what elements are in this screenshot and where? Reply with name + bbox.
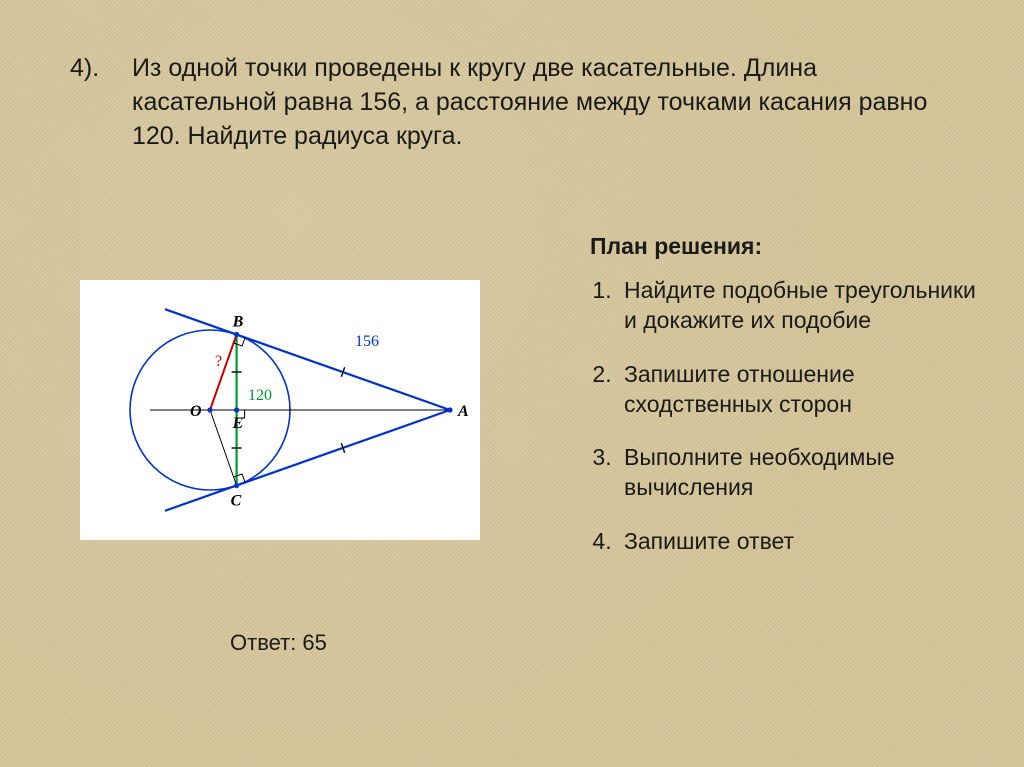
answer-text: Ответ: 65 [230,630,327,656]
point-label-C: C [231,493,242,510]
point-C [234,483,239,488]
point-O [207,407,212,412]
problem-statement: 4). Из одной точки проведены к кругу две… [70,52,950,153]
measure-label-question: ? [215,353,222,370]
plan-list: Найдите подобные треугольники и докажите… [590,276,990,557]
line-tangent_bot [165,410,450,511]
line-tangent_top [165,309,450,410]
solution-plan: План решения: Найдите подобные треугольн… [590,232,990,581]
point-B [234,332,239,337]
point-A [447,407,452,412]
plan-item: Запишите ответ [618,527,990,557]
point-label-O: O [190,403,202,420]
plan-item: Запишите отношение сходственных сторон [618,360,990,420]
plan-item: Найдите подобные треугольники и докажите… [618,276,990,336]
point-label-E: E [232,415,244,432]
geometry-diagram: O A B C E 156 120? [80,280,480,540]
point-label-A: A [457,403,469,420]
measure-label-len120: 120 [248,387,272,404]
plan-item: Выполните необходимые вычисления [618,443,990,503]
point-E [234,407,239,412]
problem-text: Из одной точки проведены к кругу две кас… [132,52,932,153]
plan-title: План решения: [590,232,990,262]
measure-label-len156: 156 [355,333,379,350]
problem-number: 4). [70,52,125,86]
point-label-B: B [232,314,244,331]
